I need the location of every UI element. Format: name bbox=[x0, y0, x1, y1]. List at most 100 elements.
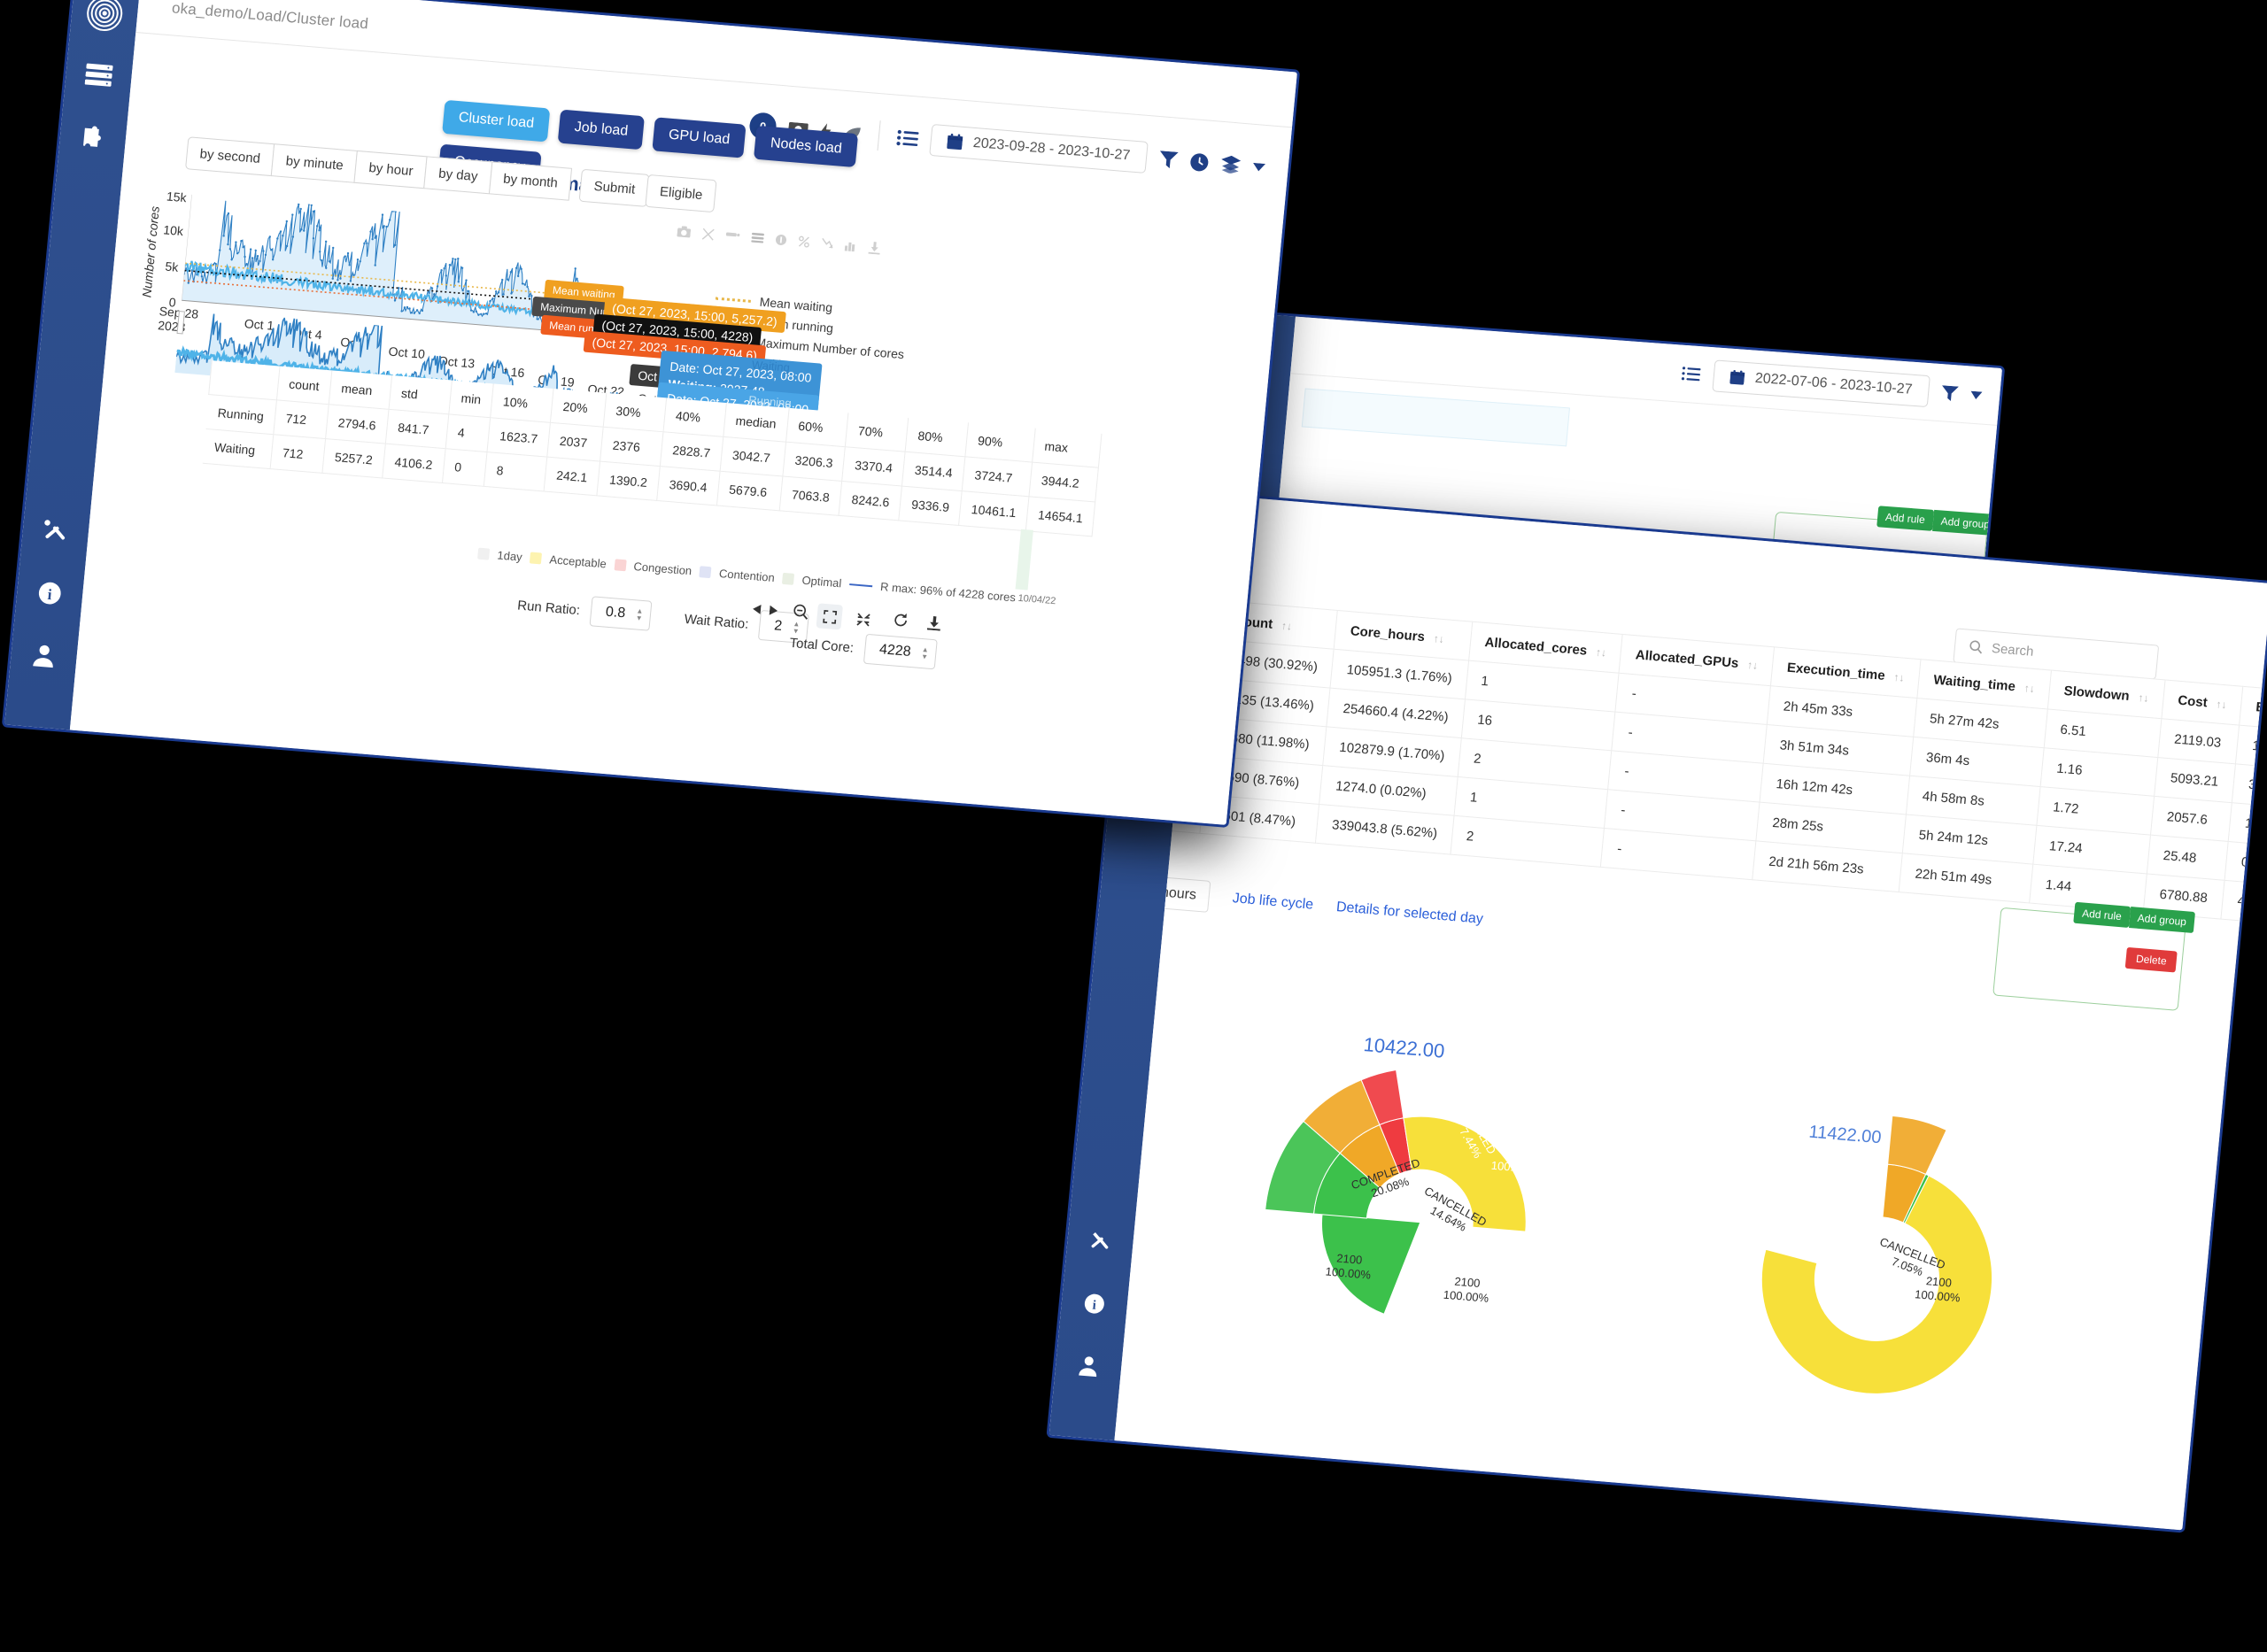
eligible-button[interactable]: Eligible bbox=[645, 174, 717, 213]
delete-button[interactable]: Delete bbox=[2124, 946, 2178, 973]
sort-icon[interactable]: ↑↓ bbox=[1433, 632, 1445, 646]
seg-by-minute[interactable]: by minute bbox=[271, 143, 359, 183]
filter-icon[interactable] bbox=[1158, 150, 1179, 169]
legend-swatch-1day bbox=[477, 547, 491, 560]
stepper-icon[interactable]: ▲ ▼ bbox=[635, 606, 644, 623]
logo-icon[interactable] bbox=[83, 0, 126, 35]
tab-details-for-selected-day[interactable]: Details for selected day bbox=[1335, 899, 1484, 927]
run-ratio-value: 0.8 bbox=[605, 604, 626, 621]
sort-icon[interactable]: ↑↓ bbox=[2137, 691, 2150, 705]
caret-down-icon[interactable] bbox=[1252, 162, 1266, 171]
window-cluster-load: i oka_demo/Load/Cluster load 0 bbox=[1, 0, 1301, 829]
info-icon[interactable]: i bbox=[1073, 1283, 1116, 1324]
pill-gpu-load[interactable]: GPU load bbox=[652, 117, 747, 158]
seg-by-day[interactable]: by day bbox=[423, 156, 493, 195]
hamburger-icon[interactable] bbox=[1681, 366, 1702, 383]
caret-down-icon[interactable] bbox=[1970, 390, 1983, 399]
seg-by-second[interactable]: by second bbox=[185, 136, 275, 177]
stats-col-mean: mean bbox=[329, 370, 392, 410]
sidebar-window3: i bbox=[1048, 488, 1204, 1441]
stats-cell: 3724.7 bbox=[962, 456, 1033, 497]
stats-col-70%: 70% bbox=[845, 413, 909, 452]
pill-nodes-load[interactable]: Nodes load bbox=[754, 125, 859, 168]
column-label: Energy bbox=[2255, 699, 2267, 719]
seg-by-hour[interactable]: by hour bbox=[353, 150, 429, 189]
stepper-icon[interactable]: ▲ ▼ bbox=[920, 645, 930, 661]
zoom-box-icon bbox=[725, 232, 740, 237]
expand-icon[interactable] bbox=[816, 603, 843, 630]
stats-col-30%: 30% bbox=[603, 392, 667, 432]
stats-cell: 9336.9 bbox=[898, 486, 963, 526]
plugin-icon[interactable] bbox=[72, 116, 114, 158]
sort-icon[interactable]: ↑↓ bbox=[1595, 645, 1607, 660]
wait-ratio-label: Wait Ratio: bbox=[683, 611, 750, 632]
search-input[interactable]: Search bbox=[1953, 628, 2160, 680]
tools-icon[interactable] bbox=[1079, 1221, 1121, 1262]
details-col-cost[interactable]: Cost ↑↓ bbox=[2161, 679, 2244, 726]
stats-cell: 4106.2 bbox=[382, 444, 445, 483]
chart-nav-buttons bbox=[752, 598, 942, 637]
calendar-icon bbox=[1729, 369, 1745, 385]
sort-icon[interactable]: ↑↓ bbox=[2023, 682, 2036, 696]
sunburst-child-slice[interactable] bbox=[1887, 1115, 1947, 1176]
zoom-out-icon[interactable] bbox=[793, 604, 809, 624]
legend-swatch-acceptable bbox=[530, 552, 543, 565]
column-label: Allocated_GPUs bbox=[1635, 647, 1740, 672]
refresh-icon[interactable] bbox=[892, 612, 909, 632]
date-range-picker-window2[interactable]: 2022-07-06 - 2023-10-27 bbox=[1712, 359, 1930, 408]
window1-content: oka_demo/Load/Cluster load 0 bbox=[69, 0, 1297, 825]
date-range-picker[interactable]: 2023-09-28 - 2023-10-27 bbox=[929, 124, 1149, 174]
filter-icon[interactable] bbox=[1940, 384, 1959, 401]
y-tick-10k: 10k bbox=[162, 222, 184, 239]
window3-content: Core hours Job life cycle Details for se… bbox=[1114, 493, 2267, 1531]
server-rack-icon[interactable] bbox=[78, 54, 120, 96]
user-icon[interactable] bbox=[23, 634, 66, 675]
window2-header-row: 2022-07-06 - 2023-10-27 bbox=[1680, 358, 1983, 412]
submit-button[interactable]: Submit bbox=[578, 168, 650, 207]
prev-arrow-icon[interactable] bbox=[752, 602, 762, 619]
sort-icon[interactable]: ↑↓ bbox=[1892, 670, 1906, 684]
chart-icon bbox=[844, 242, 855, 252]
sort-icon[interactable]: ↑↓ bbox=[1746, 658, 1759, 672]
clock-icon[interactable] bbox=[1189, 152, 1210, 173]
stats-cell: 3042.7 bbox=[719, 436, 786, 476]
rule-builder-panel-window3: Add rule Add group Delete bbox=[1992, 901, 2196, 1011]
add-group-button[interactable]: Add group bbox=[1931, 509, 2000, 537]
add-rule-button[interactable]: Add rule bbox=[2073, 901, 2131, 928]
stats-col-std: std bbox=[388, 374, 452, 414]
tools-icon[interactable] bbox=[35, 511, 77, 552]
total-core-input[interactable]: 4228 ▲ ▼ bbox=[863, 633, 938, 670]
stats-col-90%: 90% bbox=[964, 422, 1035, 462]
stats-col-10%: 10% bbox=[490, 383, 554, 423]
stats-cell: 3944.2 bbox=[1028, 461, 1099, 503]
layers-icon[interactable] bbox=[1220, 155, 1242, 174]
legend-swatch-contention bbox=[699, 566, 712, 579]
rmax-label: R max: 96% of 4228 cores bbox=[879, 579, 1017, 605]
sort-icon[interactable]: ↑↓ bbox=[2215, 698, 2228, 712]
run-ratio-label: Run Ratio: bbox=[516, 597, 581, 618]
stats-col-60%: 60% bbox=[785, 407, 849, 447]
date-range-text-window2: 2022-07-06 - 2023-10-27 bbox=[1754, 370, 1914, 398]
run-ratio-input[interactable]: 0.8 ▲ ▼ bbox=[589, 596, 653, 631]
download-icon[interactable] bbox=[926, 615, 941, 635]
sunburst-slice[interactable] bbox=[1394, 1115, 1536, 1232]
collapse-icon[interactable] bbox=[849, 606, 877, 632]
column-label: Slowdown bbox=[2062, 683, 2131, 705]
seg-by-month[interactable]: by month bbox=[488, 161, 573, 201]
stats-cell: 3690.4 bbox=[656, 466, 720, 506]
pill-job-load[interactable]: Job load bbox=[558, 109, 645, 151]
info-icon[interactable]: i bbox=[28, 572, 71, 614]
pill-cluster-load[interactable]: Cluster load bbox=[442, 99, 551, 143]
stats-cell: 3370.4 bbox=[842, 446, 906, 487]
add-group-button[interactable]: Add group bbox=[2128, 907, 2196, 934]
sunburst-slice[interactable] bbox=[1752, 1162, 2002, 1403]
add-rule-button[interactable]: Add rule bbox=[1876, 506, 1934, 531]
sort-icon[interactable]: ↑↓ bbox=[1281, 619, 1293, 633]
column-label: Cost bbox=[2177, 692, 2209, 711]
column-label: Waiting_time bbox=[1932, 672, 2016, 695]
details-cell: 25.48 bbox=[2147, 835, 2229, 881]
next-arrow-icon[interactable] bbox=[769, 604, 778, 621]
list-icon[interactable] bbox=[896, 128, 919, 147]
tab-job-life-cycle[interactable]: Job life cycle bbox=[1232, 891, 1314, 913]
user-icon[interactable] bbox=[1067, 1345, 1110, 1386]
